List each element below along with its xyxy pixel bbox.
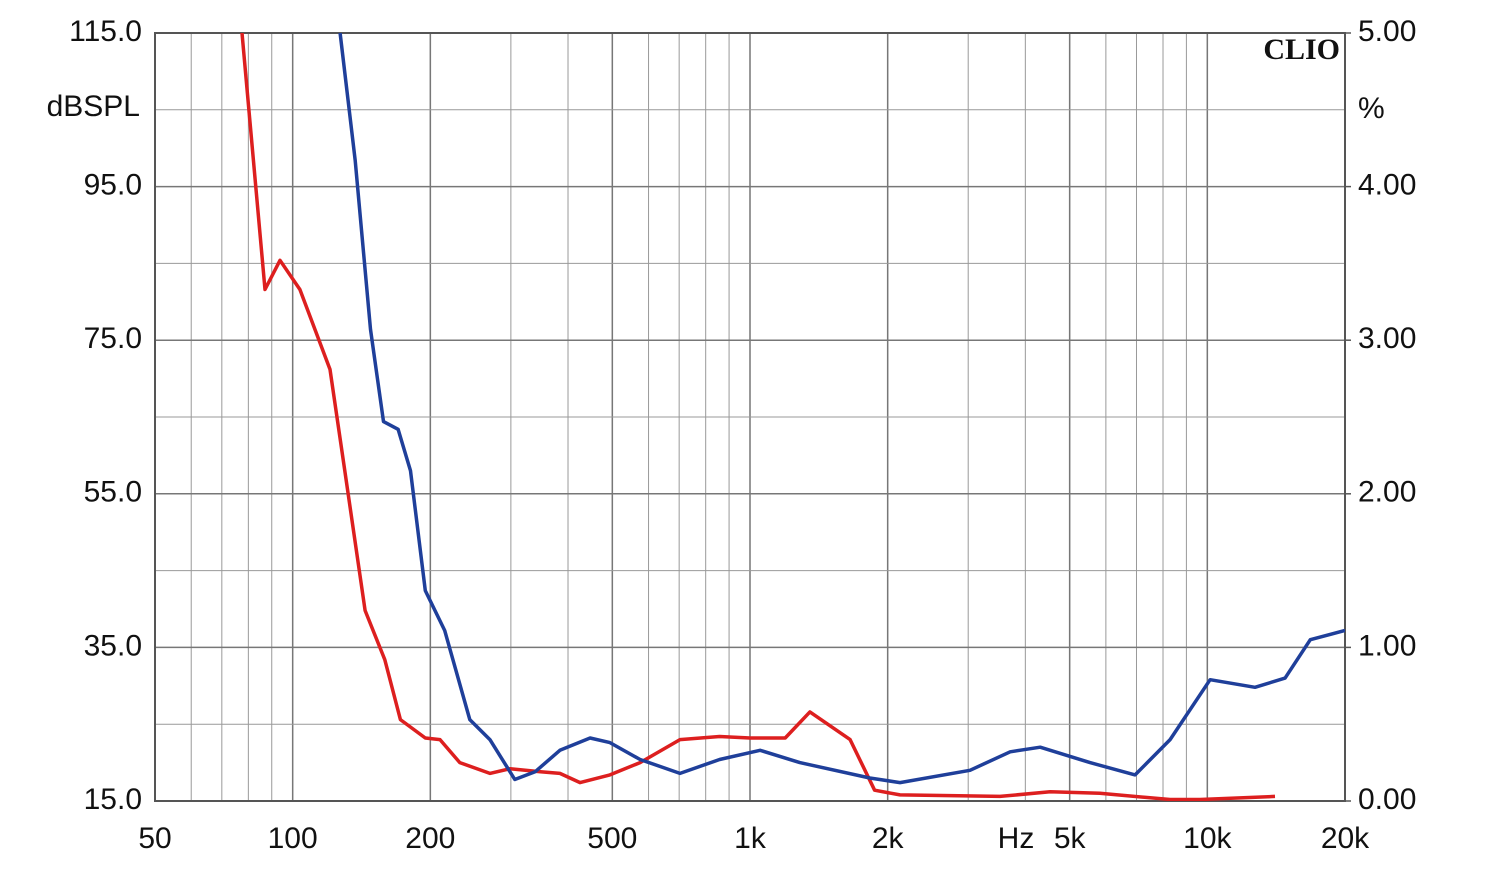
x-tick-label: 10k <box>1183 822 1232 855</box>
x-tick-label: 200 <box>405 822 455 855</box>
y2-tick-label: 5.00 <box>1358 15 1416 48</box>
y-tick-label: 115.0 <box>69 15 142 48</box>
series-line <box>240 33 1276 801</box>
y2-tick-label: 3.00 <box>1358 322 1416 355</box>
grid <box>154 32 1351 802</box>
y2-tick-label: 1.00 <box>1358 629 1416 662</box>
y2-tick-label: 0.00 <box>1358 783 1416 816</box>
x-tick-label: 1k <box>734 822 767 855</box>
plot-frame <box>154 32 1346 802</box>
y-tick-label: 95.0 <box>84 169 142 202</box>
y-axis-label: dBSPL <box>47 90 140 123</box>
y-tick-label: 75.0 <box>84 322 142 355</box>
y2-tick-label: 2.00 <box>1358 476 1416 509</box>
x-tick-label: 5k <box>1054 822 1087 855</box>
y-tick-label: 15.0 <box>84 783 142 816</box>
brand: CLIO <box>1263 33 1340 66</box>
y-tick-label: 55.0 <box>84 476 142 509</box>
x-tick-label: 50 <box>138 822 171 855</box>
y2-axis-label: % <box>1358 92 1385 125</box>
lines <box>240 33 1345 801</box>
x-tick-label: 100 <box>268 822 318 855</box>
y-tick-label: 35.0 <box>84 629 142 662</box>
x-tick-label: 2k <box>872 822 905 855</box>
x-tick-label: 500 <box>587 822 637 855</box>
series-line <box>338 33 1345 785</box>
x-axis-label: Hz <box>998 822 1035 855</box>
x-tick-label: 20k <box>1321 822 1370 855</box>
y2-tick-label: 4.00 <box>1358 169 1416 202</box>
